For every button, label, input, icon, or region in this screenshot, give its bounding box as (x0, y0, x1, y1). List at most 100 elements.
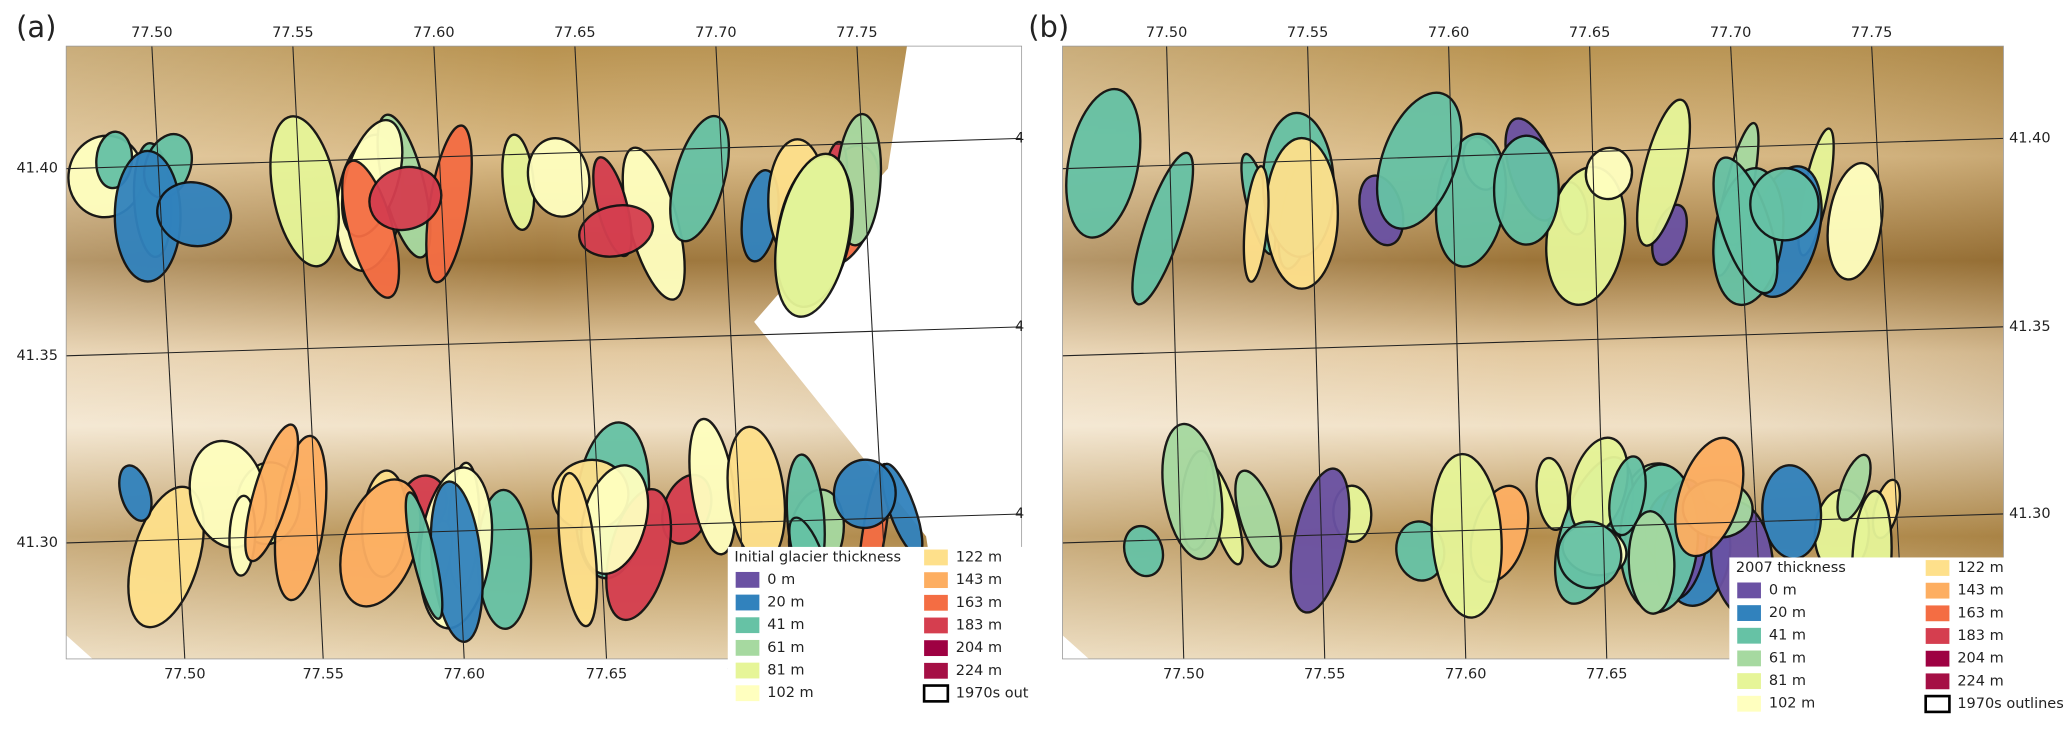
glacier (244, 423, 300, 563)
legend-swatch (924, 617, 948, 634)
graticule (1448, 46, 1467, 659)
legend-label: 224 m (956, 663, 1002, 679)
lon-label: 77.55 (1287, 25, 1328, 41)
glacier (1608, 455, 1647, 537)
graticule (574, 46, 608, 659)
legend-label: 61 m (767, 640, 804, 656)
graticule (1730, 46, 1765, 659)
lat-label: 4 (1015, 506, 1024, 522)
legend-label: 183 m (1957, 628, 2003, 644)
legend-label: 143 m (1957, 583, 2003, 599)
glacier (1430, 452, 1503, 619)
legend-label: 204 m (1957, 651, 2003, 667)
graticule (66, 513, 1022, 544)
glacier (1492, 134, 1560, 246)
glacier (1584, 146, 1634, 201)
graticule (292, 46, 324, 659)
lon-label: 77.60 (1445, 667, 1486, 683)
legend-label: 122 m (1957, 560, 2003, 576)
legend-swatch (735, 662, 760, 679)
glacier (1242, 165, 1270, 283)
legend-swatch (1737, 695, 1761, 712)
panel-label: (b) (1028, 10, 1069, 44)
legend-label: 1970s out (956, 685, 1029, 701)
glacier (1375, 91, 1463, 230)
glacier (1535, 456, 1570, 532)
legend-swatch (1737, 673, 1761, 689)
glacier (1161, 422, 1224, 561)
legend-swatch (924, 662, 948, 679)
glacier (1131, 151, 1195, 306)
lon-label: 77.50 (1163, 667, 1204, 683)
legend-swatch (1924, 694, 1951, 714)
map-panel (65, 45, 1023, 660)
legend-swatch (735, 617, 760, 634)
legend-title: 2007 thickness (1736, 560, 1846, 576)
legend-swatch (1925, 673, 1950, 690)
no-data (754, 46, 1022, 659)
legend-swatch (922, 684, 950, 703)
legend-swatch (735, 594, 760, 611)
legend-label: 143 m (956, 572, 1002, 588)
graticule (1062, 326, 2004, 357)
glacier (1556, 520, 1623, 590)
lon-label: 77.70 (1710, 25, 1751, 41)
glacier (1749, 167, 1820, 242)
lon-label: 77.65 (586, 667, 627, 683)
legend-swatch (735, 639, 760, 656)
legend-label: 224 m (1957, 673, 2003, 689)
legend-label: 204 m (956, 640, 1002, 656)
legend-swatch (1925, 628, 1950, 644)
legend-swatch (1925, 605, 1950, 622)
map-frame (65, 45, 1023, 660)
glacier (269, 115, 340, 268)
legend-label: 163 m (956, 595, 1002, 611)
glacier (557, 471, 599, 628)
legend-label: 41 m (1769, 628, 1806, 644)
lat-label: 41.35 (2009, 319, 2050, 335)
glacier (1234, 469, 1283, 568)
graticule (433, 46, 465, 659)
legend-label: 0 m (1769, 582, 1797, 598)
legend-swatch (1925, 650, 1950, 667)
lat-label: 41.30 (2009, 506, 2050, 522)
legend-label: 1970s outlines (1957, 696, 2063, 712)
lon-label: 77.65 (554, 25, 595, 41)
glacier (404, 491, 444, 620)
lon-label: 77.70 (695, 25, 736, 41)
legend-box (1729, 557, 2024, 716)
graticule (1307, 46, 1326, 659)
legend-label: 183 m (956, 617, 1002, 633)
graticule (1062, 137, 2004, 170)
graticule (1062, 513, 2004, 544)
lon-label: 77.55 (1304, 667, 1345, 683)
glacier (1627, 510, 1676, 615)
lon-label: 77.60 (443, 667, 484, 683)
lon-label: 77.75 (1851, 25, 1892, 41)
legend-label: 102 m (767, 685, 813, 701)
graticule (1871, 46, 1906, 659)
legend-label: 163 m (1957, 605, 2003, 621)
glacier (774, 152, 853, 318)
map-panel (1062, 45, 2004, 660)
legend-swatch (924, 549, 948, 566)
legend-label: 102 m (1769, 696, 1815, 712)
lat-label: 4 (1015, 319, 1024, 335)
no-data (66, 635, 93, 659)
lon-label: 77.60 (413, 25, 454, 41)
glacier (1122, 524, 1165, 578)
legend-swatch (1737, 650, 1761, 667)
graticule (1589, 46, 1608, 659)
lon-label: 77.50 (164, 667, 205, 683)
legend-swatch (924, 640, 948, 657)
glacier (368, 165, 443, 232)
legend-label: 61 m (1769, 650, 1806, 666)
legend-label: 41 m (767, 617, 804, 633)
lat-label: 41.35 (16, 348, 57, 364)
glacier (1836, 453, 1872, 522)
graticule (66, 137, 1022, 170)
lon-label: 77.55 (302, 667, 343, 683)
lon-label: 77.50 (1146, 25, 1187, 41)
